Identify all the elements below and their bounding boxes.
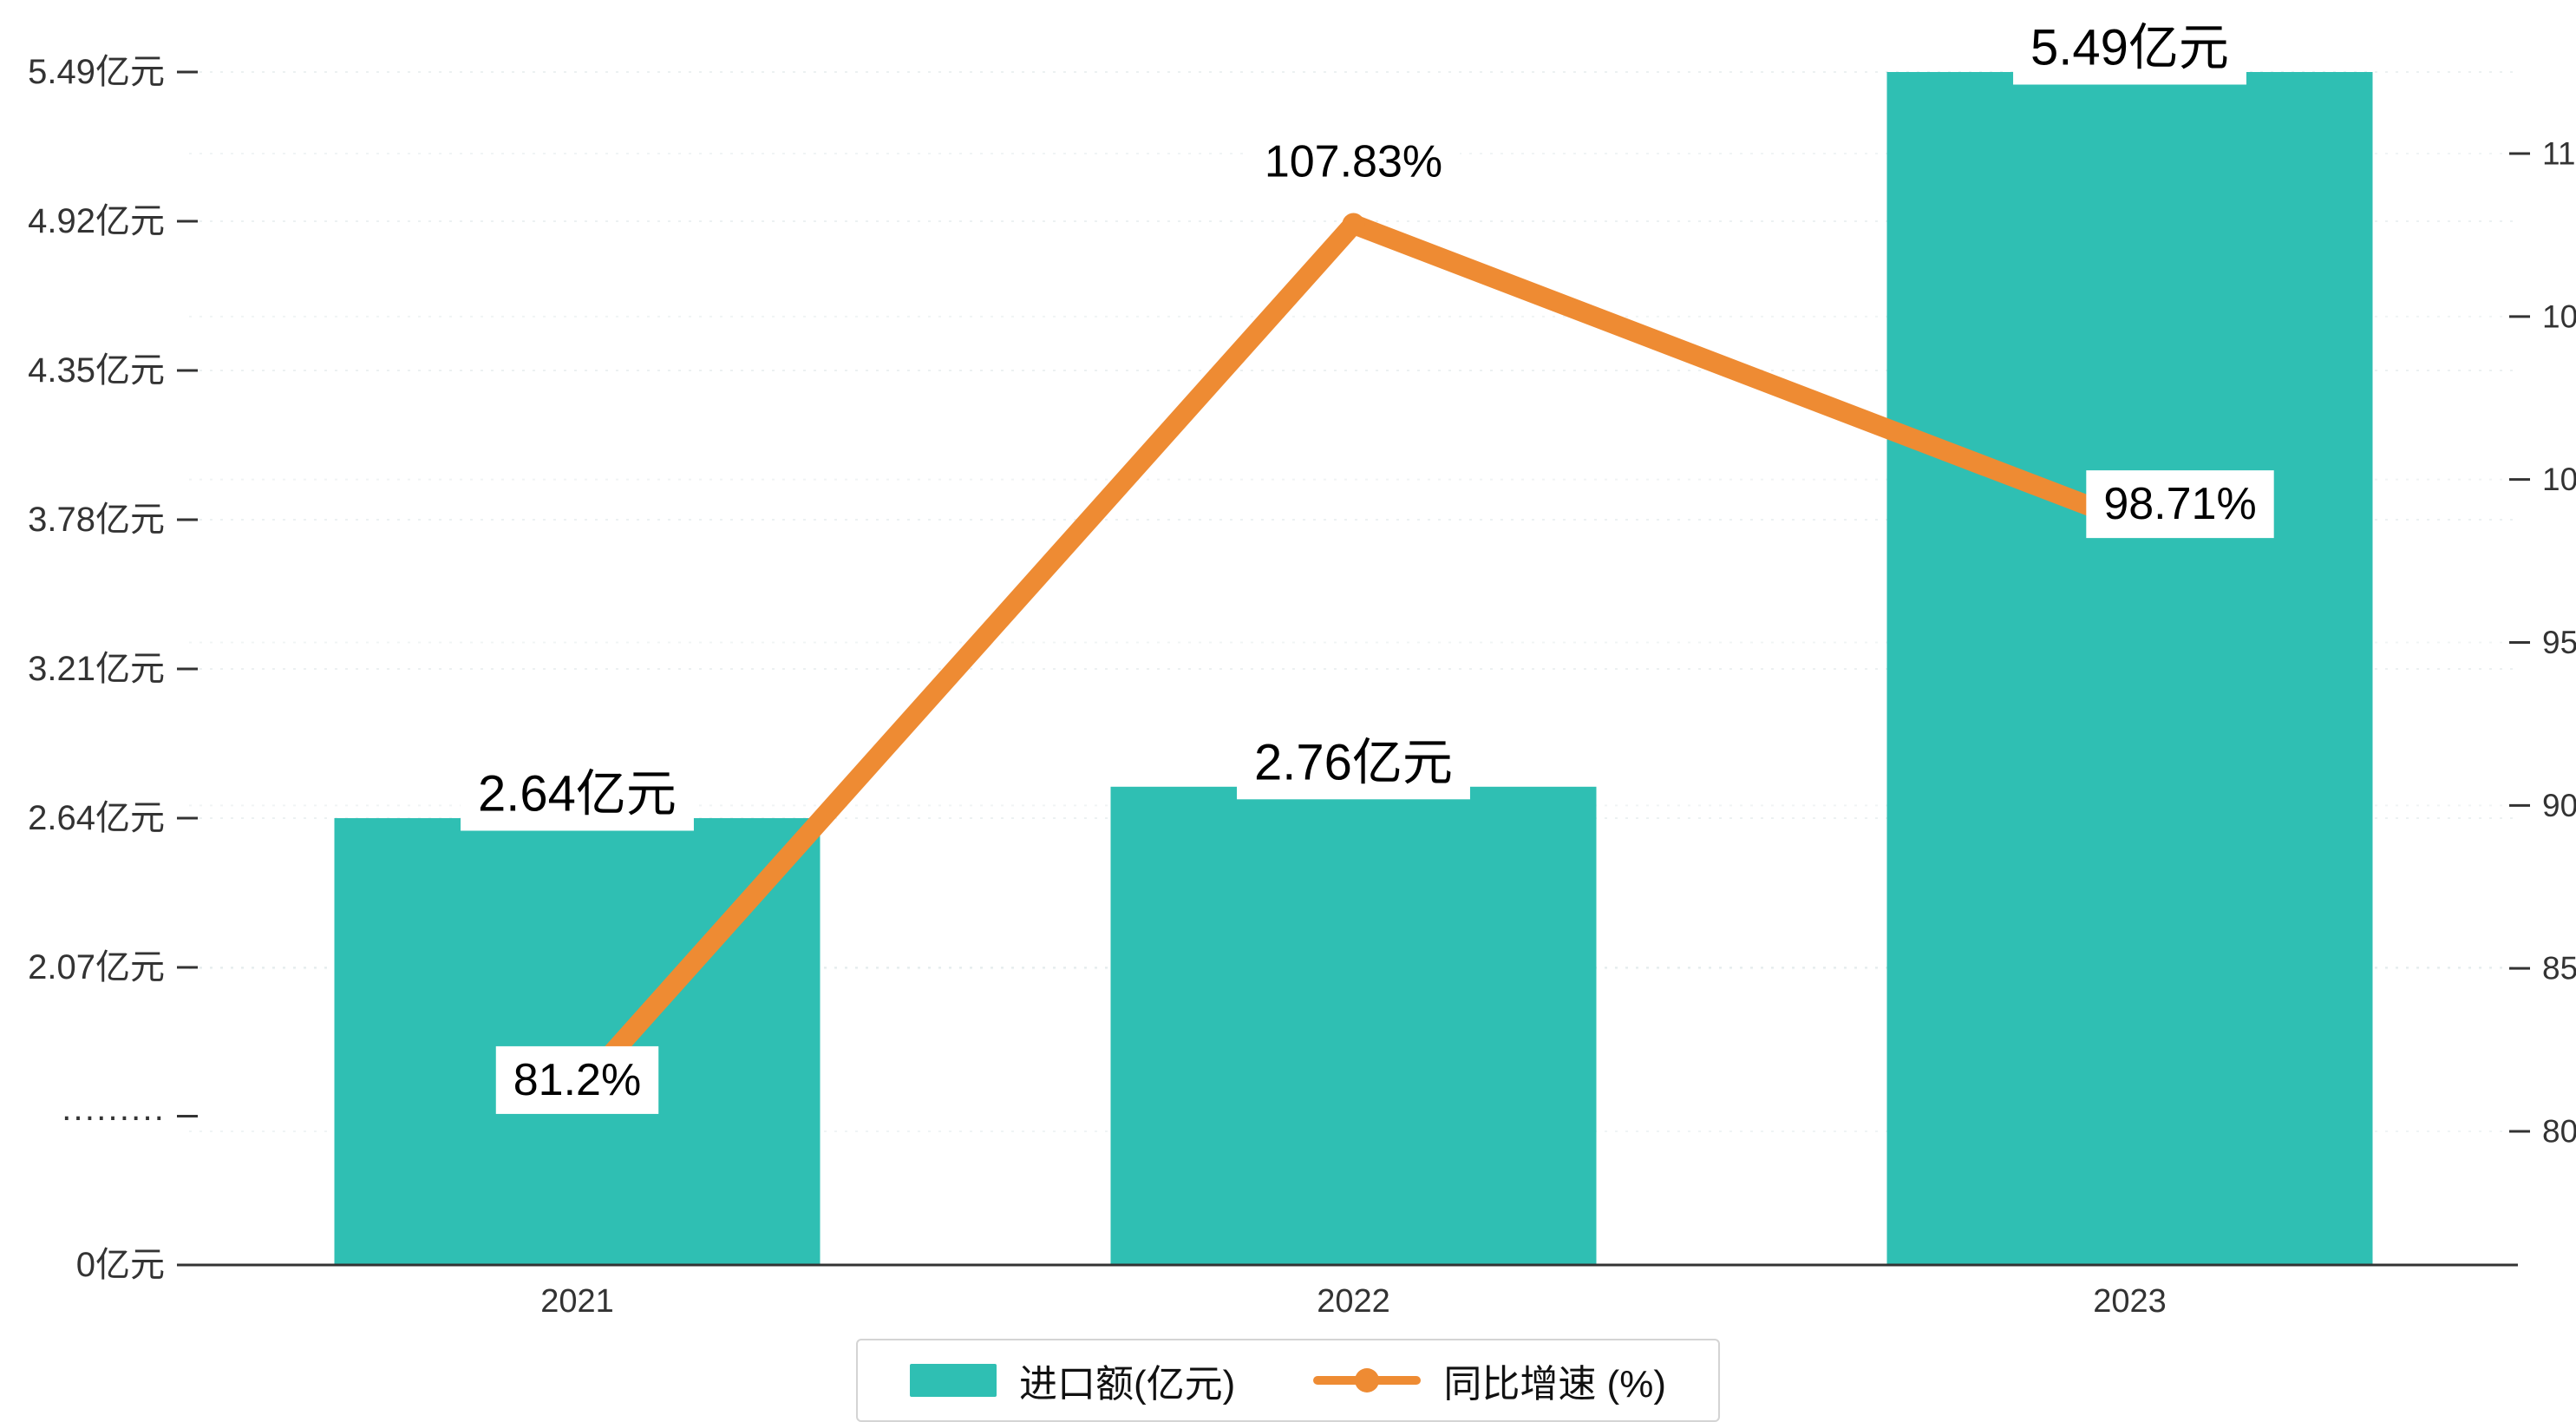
bar-value-label: 2.64亿元 — [478, 766, 677, 822]
label-background — [1246, 128, 1461, 196]
right-tick-label: 100 — [2542, 462, 2576, 497]
bar-value-label: 5.49亿元 — [2030, 20, 2229, 76]
legend-label-growth: 同比增速 (%) — [1443, 1363, 1666, 1406]
line-value-label: 81.2% — [513, 1055, 641, 1105]
x-tick-label-2022: 2022 — [1317, 1283, 1390, 1320]
left-tick-label: 3.78亿元 — [28, 501, 165, 539]
left-tick-label: 2.64亿元 — [28, 799, 165, 837]
left-axis: 0亿元 ········· 2.07亿元 2.64亿元 3.21亿元 3.78亿元 4.35… — [28, 53, 198, 1284]
x-tick-label-2021: 2021 — [540, 1283, 614, 1320]
bar-2023 — [1886, 72, 2373, 1265]
bar-2022 — [1110, 786, 1597, 1265]
line-value-label: 107.83% — [1265, 137, 1442, 187]
right-tick-label: 110 — [2542, 136, 2576, 172]
right-axis: 80 85 90 95 100 105 110 — [2509, 136, 2576, 1150]
label-background — [2013, 10, 2246, 85]
right-tick-label: 90 — [2542, 788, 2576, 823]
right-tick-label: 85 — [2542, 951, 2576, 986]
legend-label-imports: 进口额(亿元) — [1019, 1363, 1236, 1406]
legend-item-growth: 同比增速 (%) — [1313, 1353, 1666, 1408]
legend-item-imports: 进口额(亿元) — [910, 1353, 1235, 1408]
left-tick-label: 4.35亿元 — [28, 351, 165, 390]
bar-2021 — [334, 818, 821, 1265]
right-tick-label: 80 — [2542, 1114, 2576, 1150]
left-tick-label: ········· — [61, 1098, 165, 1136]
x-tick-label-2023: 2023 — [2093, 1283, 2167, 1320]
bar-series — [334, 72, 2373, 1265]
label-background — [461, 757, 694, 831]
right-tick-label: 95 — [2542, 625, 2576, 660]
left-tick-label: 2.07亿元 — [28, 948, 165, 986]
left-tick-label: 3.21亿元 — [28, 650, 165, 688]
bar-series-swatch-icon — [910, 1364, 997, 1397]
line-point-2022 — [1342, 213, 1365, 236]
left-tick-label: 5.49亿元 — [28, 53, 165, 91]
label-background — [1237, 725, 1470, 800]
bar-value-label: 2.76亿元 — [1254, 734, 1453, 790]
line-value-label: 98.71% — [2103, 479, 2256, 529]
left-tick-label: 0亿元 — [76, 1246, 165, 1284]
right-tick-label: 105 — [2542, 298, 2576, 334]
line-series-swatch-icon — [1313, 1363, 1422, 1398]
chart-legend: 进口额(亿元) 同比增速 (%) — [856, 1339, 1720, 1422]
label-background — [495, 1045, 659, 1114]
left-tick-label: 4.92亿元 — [28, 202, 165, 240]
label-background — [2086, 470, 2274, 539]
